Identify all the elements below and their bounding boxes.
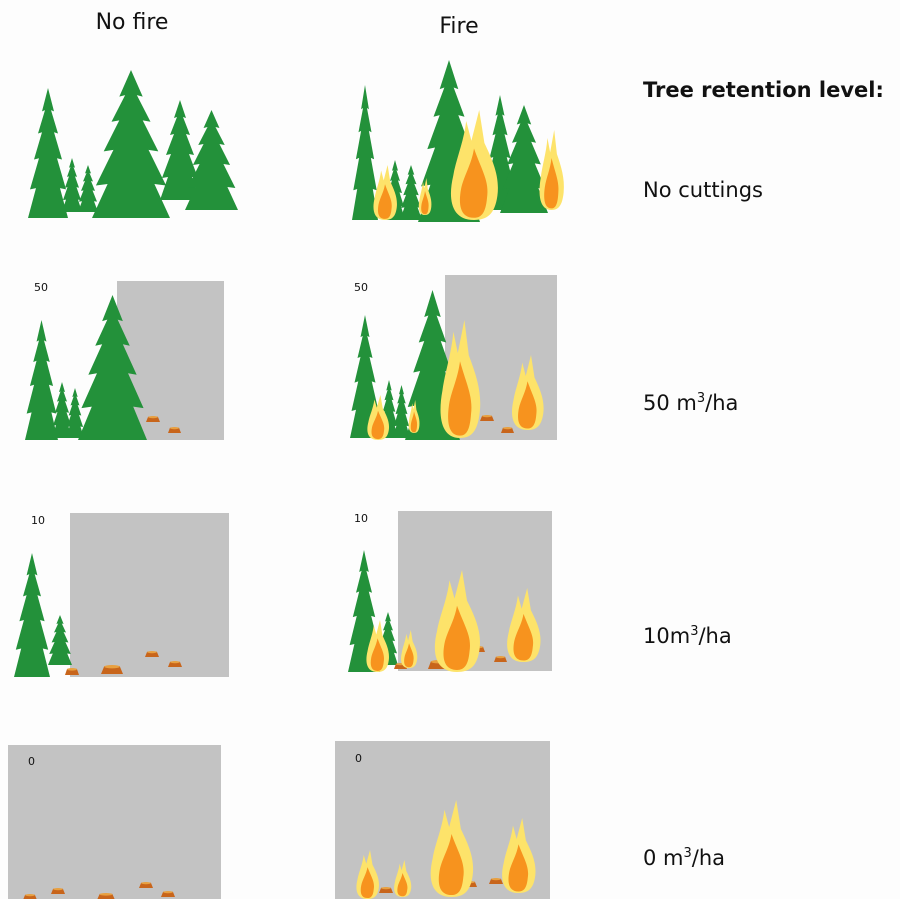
stump bbox=[480, 415, 494, 421]
tree bbox=[92, 70, 170, 218]
stump bbox=[501, 427, 514, 433]
stump bbox=[168, 427, 181, 433]
level-text: 50 m bbox=[643, 391, 697, 415]
level-text: 0 m bbox=[643, 846, 684, 870]
level-label: 50 m3/ha bbox=[643, 391, 738, 415]
level-label: No cuttings bbox=[643, 178, 763, 202]
row-0 bbox=[8, 741, 550, 899]
tree bbox=[352, 85, 378, 220]
panel-label: 0 bbox=[28, 755, 35, 768]
level-unit: /ha bbox=[698, 624, 731, 648]
row-no-cuttings bbox=[28, 60, 564, 222]
stump bbox=[139, 882, 153, 888]
tree bbox=[78, 165, 98, 212]
level-label: 10m3/ha bbox=[643, 624, 732, 648]
panel-label: 10 bbox=[354, 512, 368, 525]
stump bbox=[379, 887, 393, 893]
tree bbox=[62, 158, 82, 212]
stump bbox=[494, 656, 507, 662]
level-sup: 3 bbox=[697, 391, 705, 406]
panel-label: 0 bbox=[355, 752, 362, 765]
column-heading: No fire bbox=[96, 10, 169, 35]
stump bbox=[168, 661, 182, 667]
stump bbox=[146, 416, 160, 422]
illustration bbox=[0, 0, 900, 899]
level-label: 0 m3/ha bbox=[643, 846, 725, 870]
tree bbox=[48, 615, 72, 665]
row-50 bbox=[25, 275, 557, 440]
level-text: 10m bbox=[643, 624, 690, 648]
legend-title: Tree retention level: bbox=[643, 78, 884, 102]
tree bbox=[393, 385, 410, 438]
stump bbox=[65, 668, 79, 675]
stump bbox=[51, 888, 65, 894]
stump bbox=[97, 893, 115, 899]
level-sup: 3 bbox=[684, 846, 692, 861]
flame bbox=[540, 130, 564, 210]
level-unit: /ha bbox=[705, 391, 738, 415]
tree bbox=[14, 553, 50, 677]
stump bbox=[489, 878, 503, 884]
level-unit: /ha bbox=[692, 846, 725, 870]
panel-label: 50 bbox=[354, 281, 368, 294]
page: No fire Fire Tree retention level: No cu… bbox=[0, 0, 900, 899]
stump bbox=[161, 891, 175, 897]
stump bbox=[101, 665, 123, 674]
tree bbox=[66, 388, 84, 438]
panel-label: 10 bbox=[31, 514, 45, 527]
tree bbox=[185, 110, 238, 210]
tree bbox=[400, 165, 422, 220]
tree bbox=[25, 320, 58, 440]
cleared-area bbox=[8, 745, 221, 899]
stump bbox=[145, 651, 159, 657]
panel-label: 50 bbox=[34, 281, 48, 294]
column-heading: Fire bbox=[439, 14, 478, 39]
tree bbox=[28, 88, 68, 218]
level-text: No cuttings bbox=[643, 178, 763, 202]
row-10 bbox=[14, 511, 552, 677]
